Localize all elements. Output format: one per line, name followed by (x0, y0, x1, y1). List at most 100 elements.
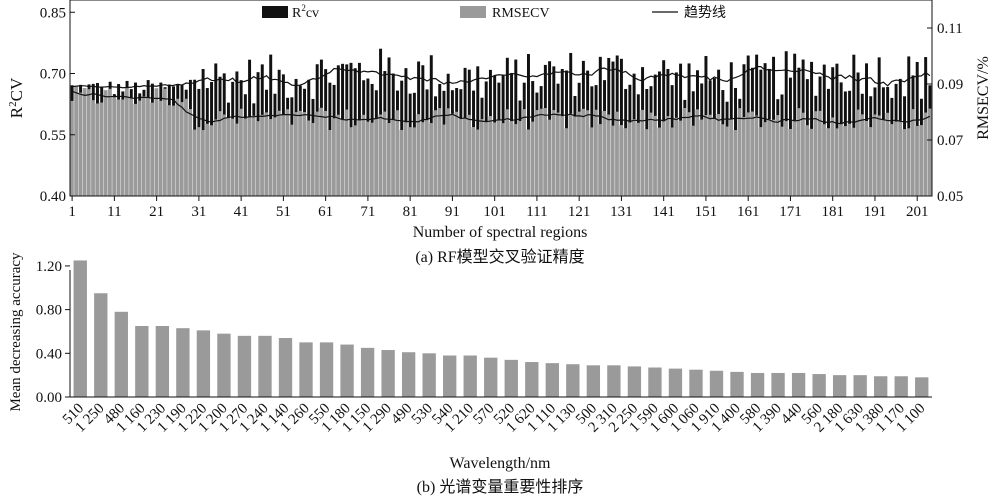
rmsecv-bar (196, 127, 201, 196)
rmsecv-bar (450, 113, 455, 196)
r2cv-bar (450, 90, 454, 114)
r2cv-bar (184, 89, 188, 99)
r2cv-bar (180, 84, 184, 103)
rmsecv-bar (517, 121, 522, 196)
x-tick-label: 191 (864, 204, 887, 220)
rmsecv-bar (534, 110, 539, 196)
rmsecv-bar (847, 123, 852, 196)
x-tick-label: 131 (610, 204, 633, 220)
r2cv-bar (497, 82, 501, 121)
rmsecv-bar (598, 124, 602, 196)
rmsecv-bar (462, 118, 467, 196)
rmsecv-bar (568, 113, 573, 196)
rmsecv-bar (264, 112, 269, 196)
rmsecv-bar (137, 100, 142, 196)
rmsecv-bar (691, 125, 695, 196)
rmsecv-bar (703, 115, 708, 196)
r2cv-bar (95, 82, 99, 104)
r2cv-bar (400, 80, 404, 131)
rmsecv-bar (399, 130, 404, 196)
left-tick-label: 0.40 (40, 189, 66, 205)
x-tick-label: 31 (191, 204, 206, 220)
importance-bar (586, 365, 601, 397)
rmsecv-bar (323, 110, 328, 196)
rmsecv-bar (602, 110, 607, 196)
r2cv-bar (112, 94, 116, 98)
r2cv-bar (928, 85, 932, 109)
rmsecv-bar (670, 127, 674, 196)
rmsecv-bar (327, 130, 332, 196)
r2cv-bar (708, 80, 712, 115)
legend-trend-label: 趋势线 (684, 5, 726, 21)
r2cv-bar (856, 72, 860, 110)
r2cv-bar (438, 84, 442, 109)
r2cv-bar (248, 59, 252, 117)
panel-a-chart: 0.400.550.700.85 0.050.070.090.11 1 11 21 3… (7, 0, 992, 266)
r2cv-bar (79, 84, 83, 93)
r2cv-bar (898, 78, 902, 121)
rmsecv-bar (682, 107, 687, 196)
rmsecv-bar (298, 110, 302, 196)
r2cv-bar (467, 69, 471, 115)
legend-rmsecv-label: RMSECV (492, 6, 550, 21)
r2cv-bar (117, 84, 121, 100)
rmsecv-bar (826, 128, 831, 196)
rmsecv-bar (285, 109, 290, 196)
rmsecv-bar (146, 97, 150, 196)
panel-a-rmsecv-bars (70, 85, 932, 196)
r2cv-bar (569, 52, 573, 114)
rmsecv-bar (492, 122, 497, 196)
rmsecv-bar (306, 120, 311, 196)
r2cv-bar (218, 76, 222, 112)
r2cv-bar (691, 91, 695, 126)
rmsecv-bar (915, 125, 919, 196)
r2cv-bar (543, 64, 547, 108)
r2cv-bar (615, 55, 619, 112)
r2cv-bar (552, 66, 556, 111)
r2cv-bar (256, 72, 260, 122)
rmsecv-bar (103, 90, 108, 196)
rmsecv-bar (437, 108, 442, 196)
importance-bar (484, 357, 498, 397)
r2cv-bar (573, 95, 577, 116)
r2cv-bar (805, 79, 809, 126)
r2cv-bar (383, 71, 387, 112)
rmsecv-bar (446, 108, 450, 196)
rmsecv-bar (205, 123, 210, 196)
r2cv-bar (412, 92, 416, 128)
importance-bar (114, 311, 128, 397)
r2cv-bar (387, 57, 391, 124)
panel-b-tick-label: 0.80 (36, 303, 62, 319)
r2cv-bar (235, 71, 239, 124)
rmsecv-bar (716, 114, 721, 196)
r2cv-bar (712, 78, 716, 119)
panel-a-plot-frame (69, 0, 933, 197)
r2cv-bar (425, 89, 429, 120)
rmsecv-bar (82, 88, 87, 196)
r2cv-bar (848, 90, 852, 124)
rmsecv-bar (251, 115, 256, 196)
rmsecv-bar (496, 120, 501, 196)
r2cv-bar (472, 90, 476, 128)
importance-bar (730, 371, 744, 397)
rmsecv-bar (378, 114, 383, 196)
r2cv-bar (619, 58, 623, 126)
rmsecv-bar (560, 116, 564, 196)
importance-bar (525, 362, 539, 397)
left-tick-label: 0.70 (40, 67, 66, 83)
rmsecv-bar (653, 115, 657, 196)
r2cv-bar (480, 97, 484, 120)
r2cv-bar (556, 83, 560, 113)
r2cv-bar (260, 64, 264, 115)
r2cv-bar (518, 100, 522, 122)
r2cv-bar (894, 83, 898, 122)
r2cv-bar (721, 90, 725, 125)
r2cv-bar (738, 98, 742, 109)
r2cv-bar (459, 89, 463, 119)
rmsecv-bar (750, 111, 755, 196)
r2cv-bar (598, 56, 602, 125)
r2cv-bar (767, 68, 771, 120)
rmsecv-bar (124, 88, 129, 196)
r2cv-bar (679, 63, 683, 121)
rmsecv-bar (336, 114, 341, 196)
